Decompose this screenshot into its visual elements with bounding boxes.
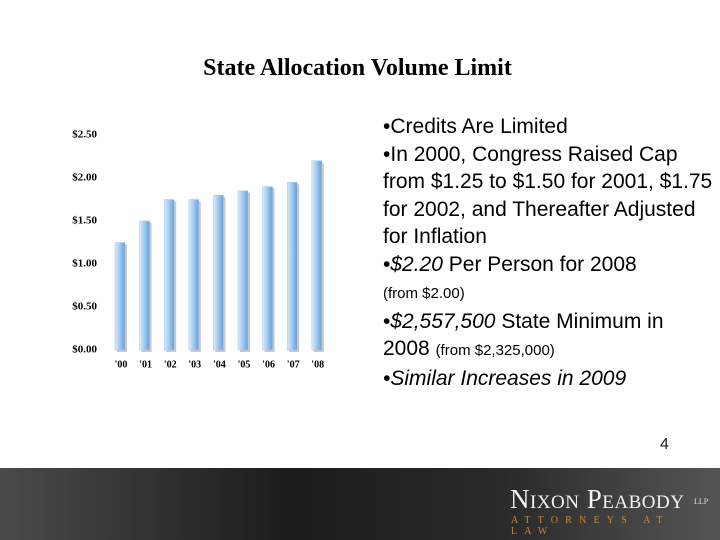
bullet-text: In 2000, Congress Raised Cap from $1.25 …: [383, 142, 713, 249]
bar: [139, 220, 150, 351]
page-number: 4: [660, 436, 669, 453]
slide-title: State Allocation Volume Limit: [203, 55, 512, 81]
bar: [114, 242, 126, 351]
firm-tagline: ATTORNEYS AT LAW: [511, 515, 670, 537]
bar: [188, 199, 200, 351]
firm-name: Nixon Peabody: [510, 484, 685, 514]
bullet-text: $2.20: [390, 252, 443, 276]
firm-suffix: LLP: [694, 497, 709, 506]
bar: [311, 160, 323, 351]
bullet: $2,557,500 State Minimum in 2008 (from $…: [383, 308, 715, 365]
bullet-note: (from $2.00): [383, 285, 465, 302]
bullet-note: (from $2,325,000): [435, 342, 555, 359]
bullet-text: Per Person for 2008: [448, 252, 637, 276]
x-tick-label: '06: [262, 359, 275, 370]
x-tick-label: '01: [139, 359, 152, 370]
bullet: Credits Are Limited: [383, 113, 715, 141]
y-tick-label: $2.00: [72, 172, 97, 184]
bar: [286, 182, 298, 351]
y-tick-label: $2.50: [72, 129, 97, 141]
bullet: Similar Increases in 2009: [383, 365, 715, 393]
footer-band: [0, 468, 720, 540]
bar: [213, 194, 224, 351]
bullet-list: Credits Are Limited In 2000, Congress Ra…: [383, 113, 715, 392]
bar: [163, 199, 175, 351]
bar: [262, 186, 273, 351]
bullet-text: State Minimum in 2008: [383, 309, 664, 361]
x-tick-label: '00: [115, 359, 128, 370]
x-tick-label: '08: [311, 359, 324, 370]
y-tick-label: $1.00: [72, 258, 97, 270]
x-tick-label: '07: [287, 359, 300, 370]
bullet: In 2000, Congress Raised Cap from $1.25 …: [383, 141, 715, 251]
y-tick-label: $1.50: [72, 215, 97, 227]
y-tick-label: $0.50: [72, 301, 97, 313]
bullet: $2.20 Per Person for 2008 (from $2.00): [383, 251, 715, 308]
x-tick-label: '04: [213, 359, 226, 370]
bullet-text: Credits Are Limited: [390, 115, 568, 138]
y-tick-label: $0.00: [72, 344, 97, 356]
x-tick-label: '05: [238, 359, 251, 370]
bar: [237, 190, 249, 351]
x-tick-label: '02: [164, 359, 177, 370]
bullet-text: $2,557,500: [390, 309, 496, 333]
bullet-text: Similar Increases in 2009: [390, 366, 627, 390]
x-tick-label: '03: [188, 359, 201, 370]
